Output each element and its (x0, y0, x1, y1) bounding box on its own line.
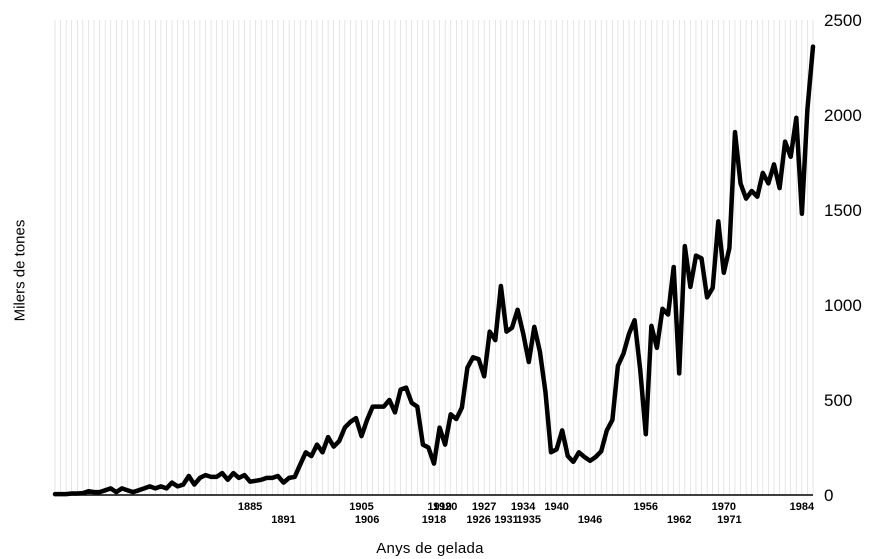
x-tick-label: 1918 (422, 514, 446, 526)
x-tick-label: 1971 (717, 514, 741, 526)
x-tick-label: 1927 (472, 501, 496, 513)
y-tick-label: 1500 (824, 201, 862, 220)
x-tick-label: 1919 (427, 501, 451, 513)
x-tick-label: 1934 (511, 501, 536, 513)
y-axis-title-text: Milers de tones (11, 219, 29, 321)
x-tick-label: 1891 (271, 514, 295, 526)
x-tick-label: 1931 (494, 514, 518, 526)
y-tick-label: 2500 (824, 11, 862, 30)
y-tick-label: 1000 (824, 296, 862, 315)
series-line (52, 44, 816, 497)
x-tick-label: 1935 (517, 514, 541, 526)
x-tick-label: 1962 (667, 514, 691, 526)
y-tick-label: 500 (824, 391, 852, 410)
y-axis-ticks: 0 500 1000 1500 2000 2500 (824, 11, 862, 505)
x-tick-label: 1940 (544, 501, 568, 513)
x-tick-label: 1885 (238, 501, 262, 513)
x-axis-title: Anys de gelada (376, 540, 484, 557)
x-tick-label: 1905 (349, 501, 373, 513)
x-tick-label: 1956 (634, 501, 658, 513)
vertical-gridlines (54, 20, 814, 495)
y-tick-label: 0 (824, 486, 833, 505)
x-tick-label: 1970 (712, 501, 736, 513)
x-tick-label: 1906 (355, 514, 379, 526)
y-tick-label: 2000 (824, 106, 862, 125)
y-axis-title: Milers de tones (0, 210, 40, 330)
x-tick-label: 1946 (578, 514, 602, 526)
x-tick-label: 1920 (433, 501, 457, 513)
x-tick-label: 1926 (466, 514, 490, 526)
x-tick-label: 1984 (790, 501, 815, 513)
